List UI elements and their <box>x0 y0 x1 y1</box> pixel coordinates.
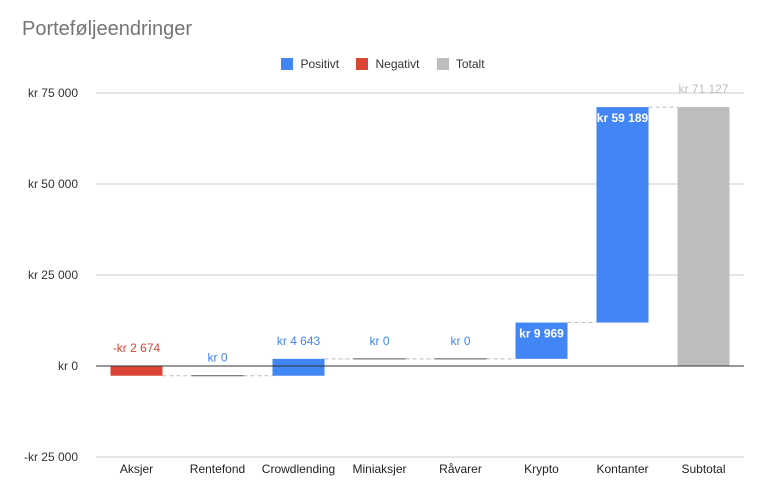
y-axis-ticks: kr 75 000 kr 50 000 kr 25 000 kr 0 -kr 25 00… <box>24 86 78 464</box>
data-label: kr 4 643 <box>277 334 321 348</box>
legend-label-total: Totalt <box>455 57 485 71</box>
x-axis-ticks: Aksjer Rentefond Crowdlending Miniaksjer Råv… <box>120 462 726 476</box>
legend-item-negative[interactable]: Negativt <box>356 57 420 71</box>
x-tick-label: Miniaksjer <box>352 462 406 476</box>
y-tick-label: kr 75 000 <box>28 86 78 100</box>
bar-krypto <box>515 322 568 359</box>
data-label: kr 9 969 <box>519 327 564 341</box>
y-tick-label: kr 25 000 <box>28 268 78 282</box>
data-label: kr 0 <box>450 334 470 348</box>
chart-title: Porteføljeendringer <box>22 18 193 40</box>
data-label: kr 71 127 <box>678 82 728 96</box>
legend-swatch-positive <box>281 58 294 70</box>
legend-swatch-total <box>436 58 449 70</box>
bar-crowdlending <box>272 358 325 376</box>
x-tick-label: Kontanter <box>596 462 648 476</box>
legend-swatch-negative <box>356 58 369 70</box>
bar-kontanter <box>596 107 649 323</box>
x-tick-label: Råvarer <box>439 462 482 476</box>
data-label: kr 0 <box>207 351 227 365</box>
x-tick-label: Krypto <box>524 462 559 476</box>
data-label: kr 0 <box>369 334 389 348</box>
x-tick-label: Crowdlending <box>262 462 335 476</box>
data-labels: -kr 2 674 kr 0 kr 4 643 kr 0 kr 0 kr 9 969 kr … <box>113 82 729 365</box>
data-label: kr 59 189 <box>597 111 649 125</box>
y-tick-label: kr 0 <box>58 359 78 373</box>
bars <box>110 107 730 377</box>
x-tick-label: Subtotal <box>681 462 725 476</box>
legend-label-positive: Positivt <box>300 57 340 71</box>
legend-label-negative: Negativt <box>375 57 420 71</box>
y-tick-label: kr 50 000 <box>28 177 78 191</box>
bar-subtotal <box>677 107 730 366</box>
legend: Positivt Negativt Totalt <box>0 57 766 73</box>
x-tick-label: Aksjer <box>120 462 153 476</box>
y-tick-label: -kr 25 000 <box>24 450 78 464</box>
data-label: -kr 2 674 <box>113 341 161 355</box>
legend-item-positive[interactable]: Positivt <box>281 57 339 71</box>
bar-aksjer <box>110 366 163 376</box>
connectors <box>162 106 678 377</box>
legend-item-total[interactable]: Totalt <box>436 57 485 71</box>
x-tick-label: Rentefond <box>190 462 245 476</box>
